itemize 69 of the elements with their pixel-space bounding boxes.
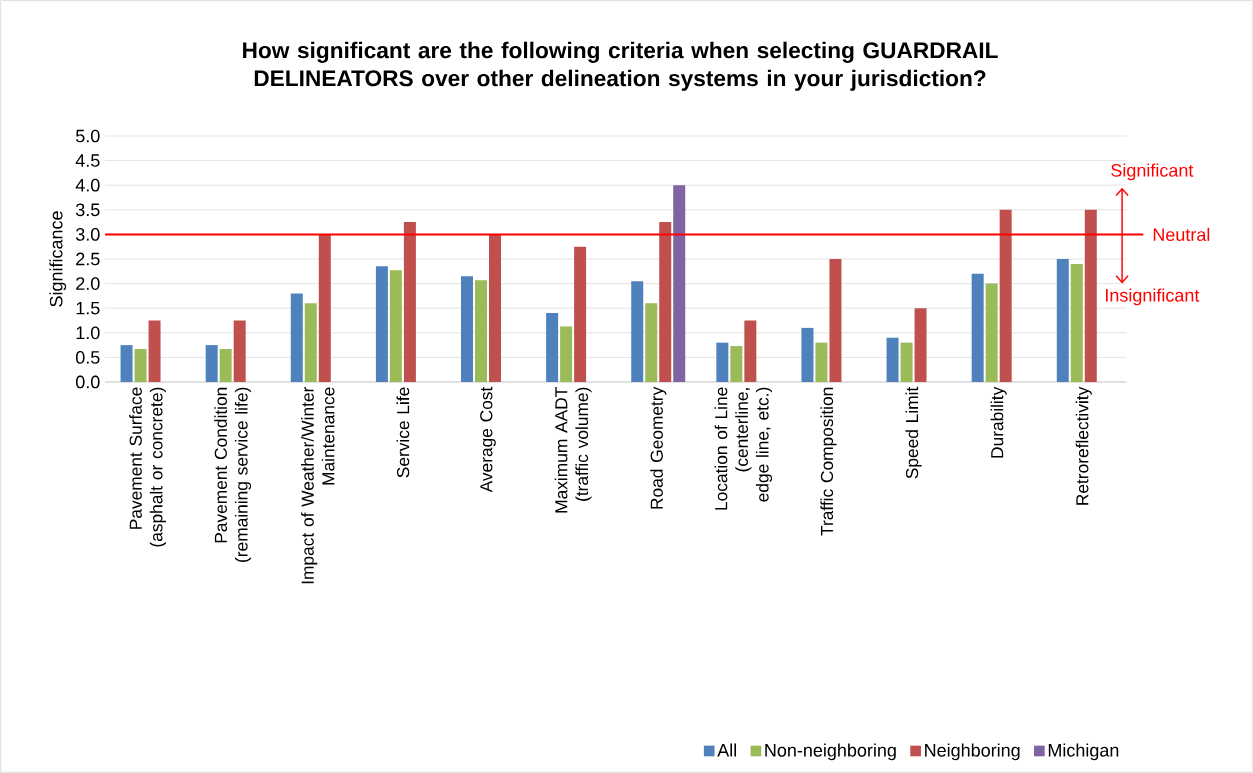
bar: [375, 266, 388, 382]
ref-line-label: Neutral: [1153, 227, 1210, 241]
bar: [389, 270, 402, 382]
bar: [318, 234, 331, 382]
bar: [631, 281, 644, 382]
bar: [673, 185, 686, 382]
x-tick-label: Maximum AADT (traffic volume): [554, 387, 592, 513]
bar: [205, 345, 218, 382]
bar: [120, 345, 133, 382]
x-tick-label: Durability: [990, 386, 1007, 458]
bar: [730, 346, 743, 382]
bar: [886, 337, 899, 382]
x-tick-label: Retroreflectivity: [1075, 386, 1092, 505]
x-tick-label: Road Geometry: [650, 386, 667, 509]
bar: [148, 320, 161, 382]
bar: [815, 342, 828, 382]
bar: [900, 342, 913, 382]
x-tick-label: Traffic Composition: [820, 387, 837, 536]
bar: [801, 327, 814, 382]
bar: [134, 349, 147, 382]
y-tick-label: 3.0: [75, 228, 100, 241]
y-axis-title: Significance: [49, 211, 67, 307]
bar: [233, 320, 246, 382]
bar: [829, 259, 842, 382]
x-tick-label: Average Cost: [480, 386, 496, 493]
annotation: Significant: [1111, 163, 1194, 181]
y-tick-label: 2.5: [76, 252, 100, 266]
y-tick-label: 4.5: [75, 154, 100, 167]
y-tick-label: 1.5: [76, 301, 100, 315]
bar: [304, 303, 317, 382]
legend-label: Neighboring: [925, 743, 1020, 761]
bar: [914, 308, 927, 382]
bar: [1056, 259, 1069, 382]
legend-label: Michigan: [1048, 743, 1119, 761]
bar: [716, 342, 729, 382]
bar: [560, 326, 573, 382]
x-tick-label: Location of Line (centerline, edge line, etc.): [714, 387, 773, 510]
x-tick-label: Service Life: [396, 387, 410, 478]
y-tick-label: 5.0: [75, 129, 100, 143]
bar: [489, 234, 502, 382]
bar: [744, 320, 757, 382]
legend-label: Non-neighboring: [765, 743, 896, 761]
bar: [1084, 209, 1097, 382]
x-tick-label: Impact of Weather/Winter Maintenance: [301, 386, 335, 584]
x-tick-label: Speed Limit: [905, 386, 922, 479]
x-tick-label: Pavement Condition (remaining service life): [214, 387, 252, 562]
y-tick-label: 3.5: [75, 203, 100, 217]
bar: [985, 283, 998, 382]
y-tick-label: 2.0: [76, 277, 100, 290]
bar: [999, 209, 1012, 382]
bar: [645, 303, 658, 382]
bar: [1070, 263, 1083, 382]
y-tick-label: 1.0: [76, 326, 100, 340]
bar: [403, 222, 416, 382]
annotation: Insignificant: [1106, 288, 1200, 306]
legend-label: All: [717, 743, 737, 757]
bar: [659, 222, 672, 382]
x-tick-label: Pavement Surface (asphalt or concrete): [129, 387, 166, 547]
bar: [461, 276, 474, 382]
bar: [219, 349, 232, 382]
bar: [971, 273, 984, 382]
bar: [546, 313, 559, 382]
bar: [290, 293, 303, 382]
y-tick-label: 4.0: [75, 178, 100, 192]
bar: [574, 246, 587, 382]
chart-title: How significant are the following criteria when selecting GUARDRAIL DELINEATORS over other delineation systems in your jurisdiction?: [243, 41, 998, 91]
y-tick-label: 0.5: [75, 351, 100, 364]
y-tick-label: 0.0: [75, 375, 100, 389]
bar: [475, 280, 488, 382]
